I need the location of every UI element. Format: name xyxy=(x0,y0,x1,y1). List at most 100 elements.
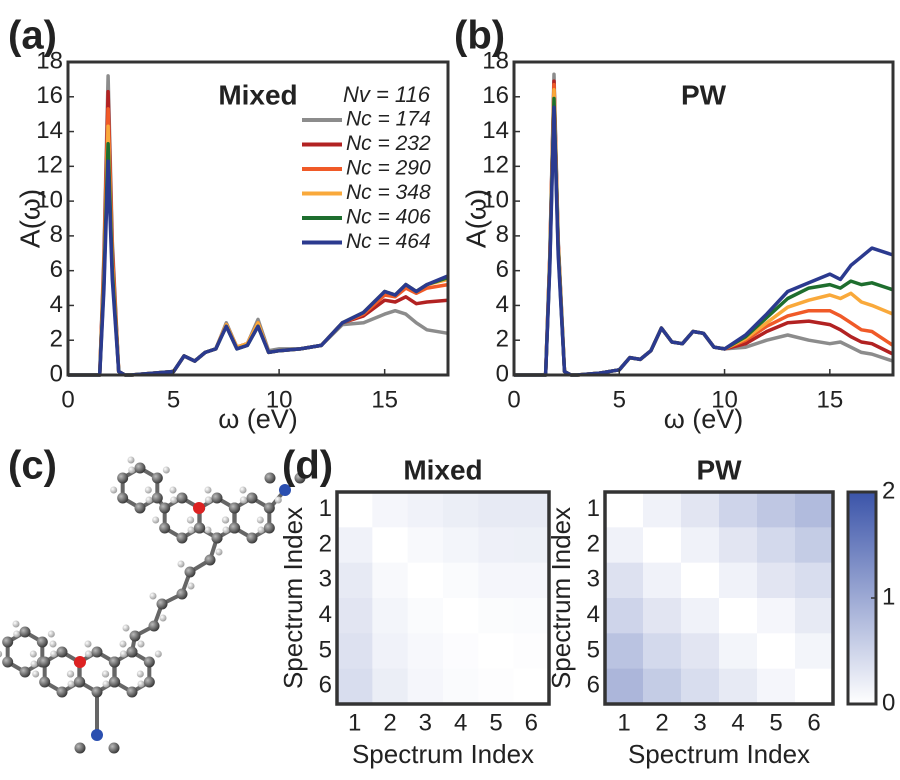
atom xyxy=(159,614,167,622)
atom xyxy=(137,680,145,688)
heatmap-cell xyxy=(478,492,515,528)
y-tick-label: 1 xyxy=(587,495,600,522)
atom xyxy=(176,588,188,600)
heatmap-cell xyxy=(719,492,758,528)
atom xyxy=(120,650,128,658)
y-tick-label: 18 xyxy=(482,47,509,74)
y-tick-label: 2 xyxy=(496,326,509,353)
colorbar-tick-label: 2 xyxy=(882,477,895,504)
heatmap-cell xyxy=(443,598,479,634)
x-tick-label: 3 xyxy=(693,709,706,736)
atom xyxy=(137,640,145,648)
colorbar-tick-label: 0 xyxy=(882,689,895,716)
heatmap-cell xyxy=(757,527,796,564)
heatmap-cell xyxy=(681,633,720,670)
legend-title: Nv = 116 xyxy=(343,82,431,107)
y-tick-label: 6 xyxy=(50,256,63,283)
y-tick-label: 6 xyxy=(496,256,509,283)
atom xyxy=(176,492,188,504)
heatmap-cell xyxy=(681,668,720,705)
series-line xyxy=(68,159,449,377)
y-tick-label: 4 xyxy=(496,291,509,318)
heatmap-cell xyxy=(605,492,644,528)
atom xyxy=(222,516,230,524)
atom xyxy=(204,526,212,534)
atom xyxy=(204,486,212,494)
legend-label: Nc = 290 xyxy=(346,157,431,180)
heatmap-cell xyxy=(605,633,644,670)
heatmap-cell xyxy=(681,598,720,634)
atom xyxy=(154,650,162,658)
atom xyxy=(263,522,275,534)
panel-label: (c) xyxy=(8,444,57,488)
heteroatom xyxy=(91,729,103,741)
atom xyxy=(169,486,177,494)
atom xyxy=(211,492,223,504)
heteroatom xyxy=(193,502,205,514)
plot-frame xyxy=(66,60,450,377)
atom xyxy=(85,650,93,658)
atom xyxy=(0,650,3,658)
heatmap-cell xyxy=(643,598,682,634)
atom xyxy=(246,492,258,504)
heatmap-cell xyxy=(337,527,373,564)
atom xyxy=(12,620,20,628)
atom xyxy=(126,646,138,658)
y-tick-label: 14 xyxy=(36,117,63,144)
plot-frame xyxy=(603,490,835,706)
heatmap-cell xyxy=(407,668,444,705)
atom xyxy=(177,560,185,568)
atom xyxy=(229,522,241,534)
x-tick-label: 15 xyxy=(371,386,398,413)
y-tick-label: 3 xyxy=(587,566,600,593)
series-line xyxy=(514,105,894,377)
atom xyxy=(29,650,37,658)
atom xyxy=(128,466,136,474)
heatmap-cell xyxy=(795,527,834,564)
heteroatom xyxy=(74,656,86,668)
heatmap-cell xyxy=(513,668,550,705)
y-tick-label: 1 xyxy=(319,495,332,522)
legend-label: Nc = 174 xyxy=(346,108,431,131)
heatmap-cell xyxy=(443,527,479,564)
heatmap-cell xyxy=(681,492,720,528)
x-tick-label: 6 xyxy=(807,709,820,736)
plot-frame xyxy=(512,60,895,377)
atom xyxy=(222,526,230,534)
heatmap-cell xyxy=(757,598,796,634)
atom xyxy=(144,486,152,494)
x-axis-label: Spectrum Index xyxy=(628,739,810,769)
heatmap-cell xyxy=(795,492,834,528)
heatmap-cell xyxy=(407,562,444,599)
heatmap-cell xyxy=(407,527,444,564)
heatmap-cell xyxy=(372,492,409,528)
y-tick-label: 6 xyxy=(319,672,332,699)
atom xyxy=(19,626,31,638)
atom xyxy=(56,686,68,698)
y-axis-label: A(ω) xyxy=(14,189,45,248)
heatmap-cell xyxy=(605,562,644,599)
heatmap-cell xyxy=(605,668,644,705)
heatmap-cell xyxy=(443,492,479,528)
x-axis-label: ω (eV) xyxy=(218,404,298,434)
atom xyxy=(56,646,68,658)
atom xyxy=(187,516,195,524)
heatmap-cell xyxy=(443,633,479,670)
heatmap-cell xyxy=(443,562,479,599)
y-tick-label: 5 xyxy=(319,636,332,663)
y-tick-label: 4 xyxy=(50,291,63,318)
series-line xyxy=(514,72,894,377)
heatmap-cell xyxy=(372,562,409,599)
y-tick-label: 16 xyxy=(482,82,509,109)
atom xyxy=(102,670,110,678)
atom xyxy=(91,686,103,698)
atom xyxy=(239,486,247,494)
heatmap-cell xyxy=(643,492,682,528)
atom xyxy=(47,630,55,638)
heatmap-cell xyxy=(643,633,682,670)
heatmap-cell xyxy=(513,562,550,599)
heatmap-cell xyxy=(757,668,796,705)
atom xyxy=(19,666,31,678)
atom xyxy=(36,636,48,648)
atom xyxy=(117,472,129,484)
